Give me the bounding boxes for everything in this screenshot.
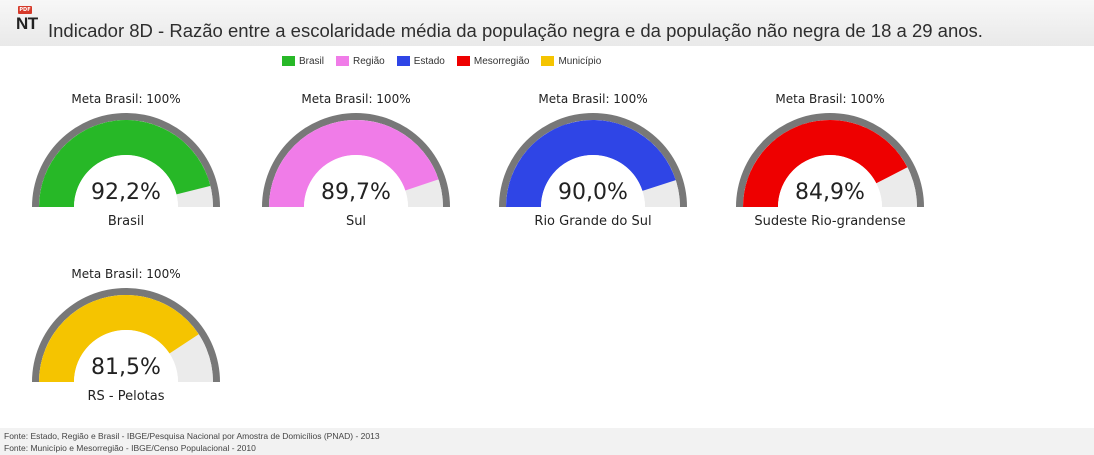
gauge-value-fill (506, 119, 676, 207)
nt-pdf-icon[interactable]: PDF NT (16, 6, 42, 36)
legend-swatch (396, 56, 410, 66)
gauge: Meta Brasil: 100% 92,2% Brasil (32, 92, 220, 229)
gauge-name-label: RS - Pelotas (87, 389, 164, 404)
legend-label: Brasil (299, 55, 325, 67)
gauge-meta-label: Meta Brasil: 100% (775, 92, 884, 106)
pdf-badge: PDF (18, 6, 32, 14)
legend-label: Mesorregião (473, 55, 530, 67)
legend-swatch (336, 56, 350, 66)
gauge-name-label: Sudeste Rio-grandense (754, 214, 905, 229)
gauge-value-label: 81,5% (91, 355, 161, 380)
legend: Brasil Região Estado Mesorregião Municíp… (282, 54, 613, 68)
legend-item-municipio: Município (541, 56, 601, 67)
gauge-name-label: Brasil (108, 214, 144, 229)
gauge-name-label: Rio Grande do Sul (534, 214, 651, 229)
gauge: Meta Brasil: 100% 81,5% RS - Pelotas (32, 267, 220, 404)
legend-label: Região (353, 55, 385, 67)
legend-item-regiao: Região (336, 56, 385, 67)
legend-item-mesorregiao: Mesorregião (456, 55, 530, 67)
gauge: Meta Brasil: 100% 90,0% Rio Grande do Sul (499, 92, 687, 229)
gauge-meta-label: Meta Brasil: 100% (71, 92, 180, 106)
gauge: Meta Brasil: 100% 84,9% Sudeste Rio-grande… (736, 92, 924, 229)
footer: Fonte: Estado, Região e Brasil - IBGE/Pe… (0, 428, 1094, 455)
gauge-name-label: Sul (346, 214, 366, 229)
title-bar: PDF NT Indicador 8D - Razão entre a esco… (0, 0, 1094, 46)
gauge-value-label: 90,0% (558, 180, 628, 205)
gauge-meta-label: Meta Brasil: 100% (538, 92, 647, 106)
gauge-value-fill (39, 119, 211, 207)
legend-label: Município (558, 55, 602, 67)
legend-swatch (282, 56, 295, 66)
gauge-center (778, 155, 882, 207)
gauge-value-fill (269, 120, 439, 207)
gauge: Meta Brasil: 100% 89,7% Sul (262, 92, 450, 229)
page-title: Indicador 8D - Razão entre a escolaridad… (48, 20, 983, 41)
nt-letters: NT (16, 14, 38, 33)
gauge-value-label: 84,9% (795, 180, 865, 205)
gauge-center (541, 155, 645, 207)
gauge-value-fill (743, 119, 908, 207)
gauge-meta-label: Meta Brasil: 100% (301, 92, 410, 106)
legend-item-brasil: Brasil (282, 56, 324, 67)
legend-swatch (541, 56, 555, 66)
gauge-value-label: 89,7% (321, 180, 391, 205)
footer-source-2: Fonte: Município e Mesorregião - IBGE/Ce… (4, 443, 256, 453)
gauge-value-fill (39, 295, 199, 382)
footer-source-1: Fonte: Estado, Região e Brasil - IBGE/Pe… (4, 431, 380, 441)
gauge-meta-label: Meta Brasil: 100% (71, 267, 180, 281)
gauge-center (74, 155, 178, 207)
gauge-center (304, 155, 408, 207)
legend-item-estado: Estado (396, 55, 445, 67)
legend-swatch (456, 56, 470, 66)
gauge-value-label: 92,2% (91, 180, 161, 205)
legend-label: Estado (413, 55, 445, 67)
gauge-center (74, 330, 178, 382)
